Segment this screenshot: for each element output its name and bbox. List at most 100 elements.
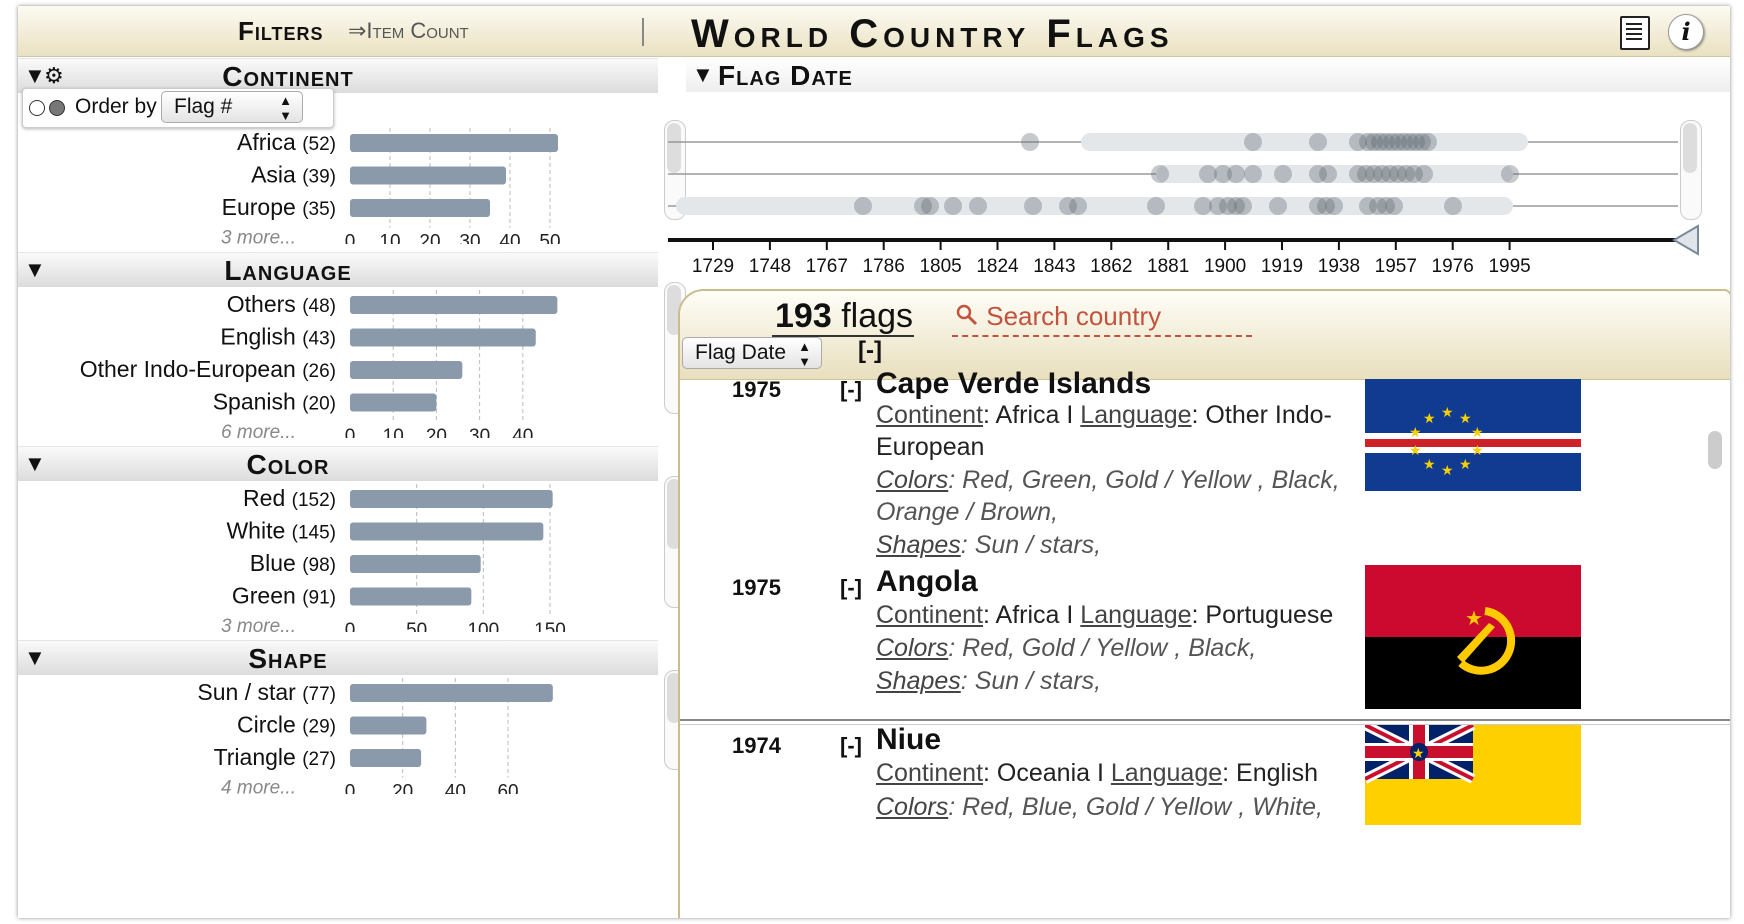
item-collapse-button[interactable]: [-] [840, 733, 862, 758]
facet-header-shape[interactable]: ▼ Shape [18, 640, 658, 675]
timeline-dot[interactable] [1227, 165, 1245, 183]
result-item[interactable]: 1975 [-] Angola Continent: Africa I Lang… [680, 565, 1730, 715]
collapse-triangle-icon[interactable]: ▼ [24, 63, 46, 88]
timeline-dot[interactable] [1397, 165, 1415, 183]
timeline-dot[interactable] [1317, 197, 1335, 215]
facet-bar[interactable] [350, 199, 490, 217]
continent-link[interactable]: Continent [876, 759, 984, 787]
timeline-dot[interactable] [1269, 197, 1287, 215]
scroll-thumb[interactable] [667, 123, 681, 173]
collapse-triangle-icon[interactable]: ▼ [24, 451, 46, 476]
timeline-dot[interactable] [1325, 197, 1343, 215]
facet-bar[interactable] [350, 134, 558, 152]
range-handle-right[interactable] [1672, 224, 1699, 256]
timeline-dot[interactable] [1419, 133, 1437, 151]
facet-bar[interactable] [350, 684, 553, 702]
facet-bar[interactable] [350, 328, 536, 347]
timeline-dot[interactable] [1369, 197, 1387, 215]
language-link[interactable]: Language [1110, 759, 1223, 787]
search-box[interactable]: Search country [955, 301, 1161, 332]
collapse-all-button[interactable]: [-] [858, 337, 882, 364]
facet-row-label[interactable]: White (145) [226, 518, 336, 544]
timeline-dot[interactable] [1151, 165, 1169, 183]
facet-row-label[interactable]: Asia (39) [251, 162, 336, 188]
result-item[interactable]: 1974 [-] Niue Continent: Oceania I Langu… [680, 723, 1730, 915]
language-link[interactable]: Language [1080, 601, 1192, 629]
timeline-dot[interactable] [1059, 197, 1077, 215]
more-link[interactable]: 6 more... [221, 422, 296, 438]
facet-row-label[interactable]: Circle (29) [237, 712, 336, 738]
facet-row-label[interactable]: Sun / star (77) [197, 679, 336, 705]
item-collapse-button[interactable]: [-] [840, 377, 862, 402]
timeline-dot[interactable] [1501, 165, 1519, 183]
sort-select[interactable]: Flag Date ▲ ▼ [682, 337, 822, 369]
timeline-scrollbar[interactable] [1680, 120, 1702, 220]
scroll-thumb[interactable] [667, 479, 681, 549]
timeline-dot[interactable] [1401, 133, 1419, 151]
more-link[interactable]: 3 more... [221, 616, 296, 632]
timeline-dot[interactable] [1244, 133, 1262, 151]
timeline-dot[interactable] [1383, 133, 1401, 151]
scroll-thumb[interactable] [667, 673, 681, 723]
timeline-dot[interactable] [1349, 165, 1367, 183]
timeline-dot[interactable] [1309, 165, 1327, 183]
continent-link[interactable]: Continent [876, 401, 984, 429]
radio-circle-icon[interactable] [29, 100, 45, 116]
continent-link[interactable]: Continent [876, 601, 984, 629]
timeline-dot[interactable] [1371, 133, 1389, 151]
timeline-dot[interactable] [1244, 165, 1262, 183]
timeline-dot[interactable] [1357, 165, 1375, 183]
timeline-dot[interactable] [1385, 197, 1403, 215]
facet-bar[interactable] [350, 749, 422, 767]
timeline-dot[interactable] [1389, 133, 1407, 151]
timeline-dot[interactable] [1395, 133, 1413, 151]
facet-row-label[interactable]: Others (48) [227, 291, 336, 317]
shapes-link[interactable]: Shapes [876, 667, 961, 695]
radio-circle-icon[interactable] [49, 100, 65, 116]
timeline-dot[interactable] [1413, 133, 1431, 151]
timeline-dot[interactable] [1377, 197, 1395, 215]
timeline-dot[interactable] [1381, 165, 1399, 183]
more-link[interactable]: 4 more... [221, 778, 296, 795]
timeline-dot[interactable] [1407, 133, 1425, 151]
timeline-dot[interactable] [1309, 197, 1327, 215]
facet-bar[interactable] [350, 587, 472, 606]
timeline-dot[interactable] [1365, 133, 1383, 151]
facet-bar[interactable] [350, 296, 558, 314]
timeline-dot[interactable] [914, 197, 932, 215]
collapse-triangle-icon[interactable]: ▼ [24, 645, 46, 670]
scroll-thumb[interactable] [667, 285, 681, 335]
result-item[interactable]: 1975 [-] Cape Verde Islands Continent: A… [680, 351, 1730, 571]
timeline-dot[interactable] [1405, 165, 1423, 183]
facet-row-label[interactable]: English (43) [220, 324, 336, 350]
facet-bar[interactable] [350, 716, 427, 735]
facet-header-continent[interactable]: ▼ ⚙ Continent [18, 58, 658, 93]
timeline-dot[interactable] [1194, 197, 1212, 215]
timeline-dot[interactable] [1359, 133, 1377, 151]
timeline-dot[interactable] [1021, 133, 1039, 151]
timeline-dot[interactable] [1377, 133, 1395, 151]
timeline-dot[interactable] [1415, 165, 1433, 183]
language-link[interactable]: Language [1080, 401, 1192, 429]
timeline-dot[interactable] [969, 197, 987, 215]
document-icon[interactable] [1620, 16, 1650, 50]
item-collapse-button[interactable]: [-] [840, 575, 862, 600]
facet-bar[interactable] [350, 166, 506, 185]
facet-bar[interactable] [350, 393, 437, 412]
collapse-triangle-icon[interactable]: ▼ [24, 257, 46, 282]
timeline-chart[interactable]: 1729 1748 1767 1786 1805 1824 1843 1862 1881 1900… [668, 114, 1730, 286]
timeline-dot[interactable] [1274, 165, 1292, 183]
facet-header-language[interactable]: ▼ Language [18, 252, 658, 287]
facet-row-label[interactable]: Blue (98) [250, 550, 336, 576]
timeline-dot[interactable] [1373, 165, 1391, 183]
results-scroll-thumb[interactable] [1708, 431, 1722, 469]
timeline-dot[interactable] [1147, 197, 1165, 215]
facet-row-label[interactable]: Europe (35) [222, 194, 336, 220]
info-icon[interactable]: i [1668, 14, 1704, 50]
gear-icon[interactable]: ⚙ [44, 63, 64, 88]
facet-bar[interactable] [350, 490, 553, 508]
timeline-dot[interactable] [921, 197, 939, 215]
timeline-dot[interactable] [1359, 197, 1377, 215]
shapes-link[interactable]: Shapes [876, 531, 961, 559]
timeline-dot[interactable] [1349, 133, 1367, 151]
